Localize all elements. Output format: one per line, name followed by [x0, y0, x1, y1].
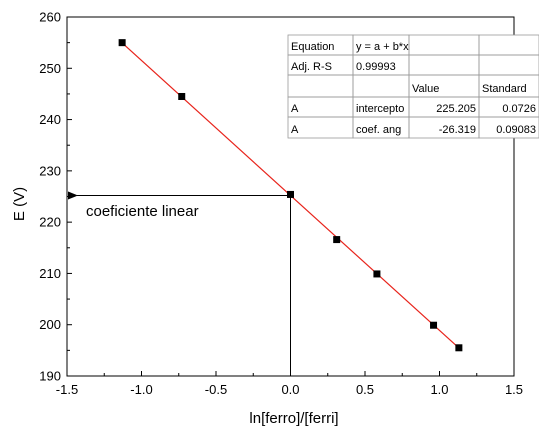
data-point — [430, 321, 438, 329]
table-cell: Equation — [291, 41, 334, 53]
y-tick-label: 220 — [39, 215, 61, 230]
data-point — [178, 92, 186, 100]
x-tick-label: -0.5 — [205, 382, 227, 397]
annotation-label: coeficiente linear — [86, 203, 199, 220]
data-point — [373, 270, 381, 278]
table-cell: A — [291, 124, 299, 136]
x-axis-title: ln[ferro]/[ferri] — [249, 410, 338, 427]
data-point — [333, 236, 341, 244]
y-tick-label: 210 — [39, 266, 61, 281]
x-tick-label: 0.5 — [356, 382, 374, 397]
data-points — [118, 39, 463, 352]
axis-ticks: -1.5 -1.0 -0.5 0.0 0.5 1.0 1.5 190 200 210 220 230 2… — [39, 10, 523, 398]
y-tick-label: 200 — [39, 317, 61, 332]
table-cell: -26.319 — [439, 124, 476, 136]
table-cell: y = a + b*x — [356, 41, 409, 53]
y-tick-label: 230 — [39, 163, 61, 178]
table-background — [288, 35, 539, 138]
x-tick-label: 1.0 — [430, 382, 448, 397]
table-cell: 225.205 — [436, 103, 476, 115]
table-cell: 0.0726 — [502, 103, 536, 115]
table-cell: 0.09083 — [496, 124, 536, 136]
y-axis-title: E (V) — [11, 187, 28, 221]
table-cell: Adj. R-S — [291, 61, 332, 73]
table-cell: 0.99993 — [356, 61, 396, 73]
annotation-guides — [68, 191, 291, 376]
y-tick-label: 240 — [39, 112, 61, 127]
y-tick-label: 260 — [39, 10, 61, 25]
data-point — [455, 344, 463, 352]
table-cell: Standard — [482, 83, 527, 95]
table-cell-border — [478, 116, 539, 139]
fit-results-table: Equation y = a + b*x Adj. R-S 0.99993 Value S… — [287, 34, 539, 139]
data-point — [118, 39, 126, 47]
x-tick-label: 1.5 — [505, 382, 523, 397]
y-tick-label: 190 — [39, 369, 61, 384]
table-cell: A — [291, 103, 299, 115]
x-tick-label: -1.5 — [56, 382, 78, 397]
x-tick-label: 0.0 — [281, 382, 299, 397]
data-point — [287, 190, 294, 198]
x-tick-label: -1.0 — [130, 382, 152, 397]
y-tick-label: 250 — [39, 61, 61, 76]
table-cell: Value — [412, 83, 439, 95]
table-cell: coef. ang — [356, 124, 401, 136]
table-cell: intercepto — [356, 103, 404, 115]
